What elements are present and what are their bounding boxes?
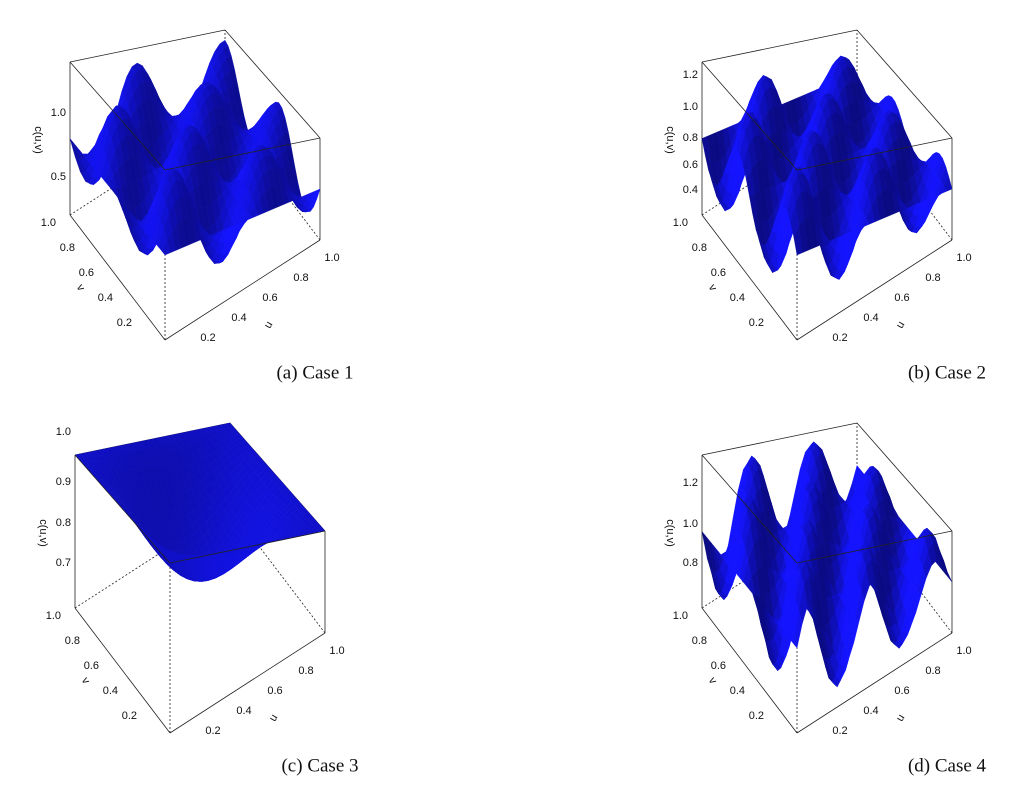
- v-tick-label: 0.8: [692, 635, 707, 647]
- v-tick-label: 0.2: [122, 710, 137, 722]
- box-edge: [701, 61, 798, 171]
- v-axis-label: v: [79, 675, 92, 686]
- z-tick-label: 1.0: [56, 426, 71, 438]
- z-tick-label: 0.8: [56, 517, 71, 529]
- u-tick-label: 1.0: [956, 252, 971, 264]
- caption: (b) Case 2: [908, 362, 986, 383]
- u-axis-label: u: [894, 319, 907, 330]
- u-axis-label: u: [267, 712, 280, 723]
- z-tick-label: 0.6: [683, 159, 698, 171]
- v-tick-label: 0.4: [98, 292, 113, 304]
- v-tick-label: 1.0: [673, 217, 688, 229]
- surface: [74, 422, 326, 582]
- box-edge: [69, 61, 166, 171]
- u-tick-label: 0.6: [267, 685, 282, 697]
- caption: (a) Case 1: [276, 362, 353, 383]
- u-tick-label: 0.2: [200, 332, 215, 344]
- v-tick-label: 0.2: [117, 317, 132, 329]
- box-edge: [796, 239, 953, 341]
- box-edge: [701, 422, 858, 456]
- z-tick-label: 0.8: [683, 557, 698, 569]
- v-tick-label: 0.6: [84, 660, 99, 672]
- v-tick-label: 0.2: [749, 710, 764, 722]
- v-tick-label: 1.0: [46, 610, 61, 622]
- z-tick-label: 0.4: [683, 184, 698, 196]
- box-edge: [224, 29, 321, 139]
- v-tick-label: 0.6: [711, 660, 726, 672]
- surface-facet: [793, 225, 803, 256]
- surface: [701, 55, 953, 280]
- panel: 1.2 1.0 0.8 c(u,v) 0.2 0.4 0.6 0.8 1.0 v 0.2 0.4 0.6…: [664, 422, 987, 776]
- box-edge: [69, 29, 226, 63]
- v-tick-label: 0.4: [103, 685, 118, 697]
- v-axis-label: v: [706, 675, 719, 686]
- u-tick-label: 0.8: [298, 665, 313, 677]
- u-tick-label: 0.4: [236, 705, 251, 717]
- u-tick-label: 0.4: [231, 312, 246, 324]
- v-tick-label: 1.0: [673, 610, 688, 622]
- z-tick-label: 1.2: [683, 69, 698, 81]
- u-axis-label: u: [894, 712, 907, 723]
- box-edge: [164, 137, 321, 171]
- z-axis-label: c(u,v): [37, 519, 49, 547]
- surface: [701, 441, 953, 688]
- u-tick-label: 0.8: [925, 665, 940, 677]
- v-tick-label: 0.4: [730, 685, 745, 697]
- u-tick-label: 0.4: [863, 312, 878, 324]
- box-edge: [169, 632, 326, 734]
- u-tick-label: 1.0: [956, 645, 971, 657]
- caption: (c) Case 3: [281, 755, 358, 776]
- z-tick-label: 0.8: [683, 132, 698, 144]
- z-axis-label: c(u,v): [32, 126, 44, 154]
- u-tick-label: 0.8: [925, 272, 940, 284]
- u-axis-label: u: [262, 319, 275, 330]
- z-tick-label: 1.0: [683, 101, 698, 113]
- z-tick-label: 1.2: [683, 477, 698, 489]
- v-tick-label: 0.8: [60, 242, 75, 254]
- box-edge: [796, 137, 953, 171]
- panel: 1.2 1.0 0.8 0.6 0.4 c(u,v) 0.2 0.4 0.6 0.8 1.0 v 0.2…: [664, 29, 986, 383]
- caption: (d) Case 4: [908, 755, 987, 776]
- panel: 1.0 0.5 c(u,v) 0.2 0.4 0.6 0.8 1.0 v 0.2 0.4 0.6 0.8…: [32, 29, 354, 383]
- u-tick-label: 1.0: [329, 645, 344, 657]
- u-tick-label: 0.2: [832, 332, 847, 344]
- z-tick-label: 0.9: [56, 476, 71, 488]
- panel: 1.0 0.9 0.8 0.7 c(u,v) 0.2 0.4 0.6 0.8 1.0 v 0.2 0.4…: [37, 422, 359, 776]
- surface: [69, 39, 321, 264]
- v-tick-label: 0.4: [730, 292, 745, 304]
- v-tick-label: 0.8: [65, 635, 80, 647]
- u-tick-label: 0.6: [894, 685, 909, 697]
- u-tick-label: 0.8: [293, 272, 308, 284]
- box-edge: [69, 214, 166, 341]
- box-edge: [701, 29, 858, 63]
- box-edge: [796, 632, 953, 734]
- box-edge: [164, 239, 321, 341]
- z-tick-label: 1.0: [683, 518, 698, 530]
- z-tick-label: 0.5: [51, 171, 66, 183]
- u-tick-label: 0.6: [262, 292, 277, 304]
- u-tick-label: 0.6: [894, 292, 909, 304]
- z-tick-label: 0.7: [56, 557, 71, 569]
- z-tick-label: 1.0: [51, 107, 66, 119]
- z-axis-label: c(u,v): [664, 519, 676, 547]
- v-tick-label: 1.0: [41, 217, 56, 229]
- u-tick-label: 0.2: [205, 725, 220, 737]
- v-tick-label: 0.8: [692, 242, 707, 254]
- v-axis-label: v: [706, 282, 719, 293]
- v-axis-label: v: [74, 282, 87, 293]
- v-tick-label: 0.2: [749, 317, 764, 329]
- v-tick-label: 0.6: [79, 267, 94, 279]
- u-tick-label: 0.4: [863, 705, 878, 717]
- u-tick-label: 0.2: [832, 725, 847, 737]
- surface-facet: [161, 240, 171, 256]
- box-edge: [701, 214, 798, 341]
- box-edge: [74, 607, 171, 734]
- z-axis-label: c(u,v): [664, 126, 676, 154]
- u-tick-label: 1.0: [324, 252, 339, 264]
- box-edge: [856, 29, 953, 139]
- v-tick-label: 0.6: [711, 267, 726, 279]
